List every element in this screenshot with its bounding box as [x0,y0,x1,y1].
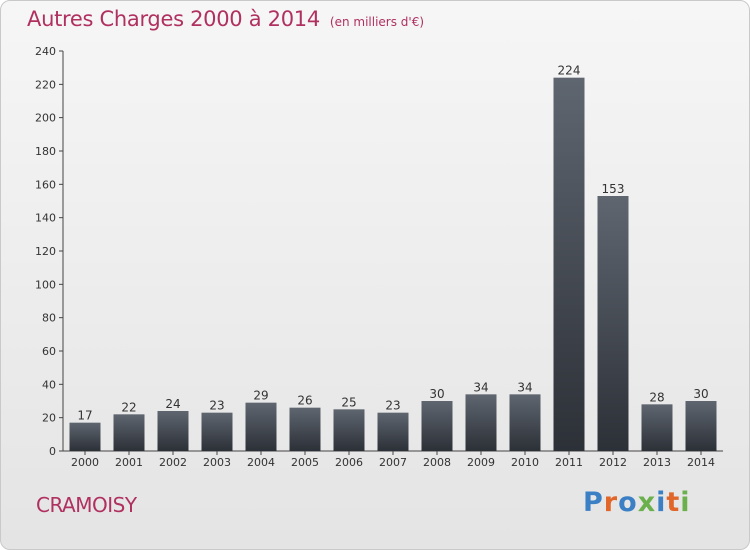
bar-value-label: 22 [121,400,136,414]
bar-value-label: 30 [693,387,708,401]
bar-value-label: 224 [558,64,581,78]
bar [597,196,629,451]
x-tick-label: 2003 [203,456,231,469]
x-tick-label: 2001 [115,456,143,469]
bar-value-label: 23 [385,399,400,413]
bar-value-label: 34 [517,380,532,394]
bar [201,412,233,451]
y-tick-label: 60 [42,345,56,358]
title-row: Autres Charges 2000 à 2014 (en milliers d… [27,7,424,31]
bar [641,404,673,451]
x-tick-label: 2010 [511,456,539,469]
brand-letter: o [618,487,638,518]
y-tick-label: 20 [42,412,56,425]
bar [69,422,101,451]
bar-value-label: 28 [649,390,664,404]
y-tick-label: 180 [35,145,56,158]
y-tick-label: 80 [42,312,56,325]
bar-value-label: 17 [77,409,92,423]
brand-logo: Proxiti [583,487,691,518]
bar [685,401,717,451]
bar [113,414,145,451]
town-name: CRAMOISY [36,493,137,517]
y-tick-label: 200 [35,112,56,125]
chart-subtitle: (en milliers d'€) [329,15,425,29]
bar-value-label: 24 [165,397,180,411]
x-tick-label: 2006 [335,456,363,469]
bar [553,77,585,452]
brand-letter: i [656,487,667,518]
bar-value-label: 23 [209,399,224,413]
bar [421,401,453,451]
y-tick-label: 240 [35,45,56,58]
y-tick-label: 0 [49,445,56,458]
bar [333,409,365,451]
bar-value-label: 29 [253,389,268,403]
chart-title: Autres Charges 2000 à 2014 [27,7,320,31]
x-tick-label: 2000 [71,456,99,469]
bar-value-label: 153 [602,182,625,196]
x-tick-label: 2007 [379,456,407,469]
bar [509,394,541,451]
bars [69,77,717,452]
bar [245,402,277,451]
x-tick-label: 2011 [555,456,583,469]
y-tick-label: 120 [35,245,56,258]
x-tick-label: 2009 [467,456,495,469]
x-tick-label: 2014 [687,456,715,469]
x-tick-label: 2005 [291,456,319,469]
bar-value-label: 34 [473,380,488,394]
y-tick-label: 40 [42,378,56,391]
y-tick-label: 100 [35,278,56,291]
brand-letter: P [583,487,604,518]
y-tick-label: 160 [35,178,56,191]
brand-letter: i [680,487,691,518]
x-tick-label: 2012 [599,456,627,469]
bar [289,407,321,451]
brand-letter: r [603,487,619,518]
bar-value-label: 25 [341,395,356,409]
brand-letter: x [637,487,657,518]
x-tick-label: 2004 [247,456,275,469]
labels: 17 22 24 23 29 26 25 23 30 34 34 224 153 28 30 [77,64,708,423]
x-tick-label: 2002 [159,456,187,469]
bar-value-label: 26 [297,394,312,408]
bar-value-label: 30 [429,387,444,401]
x-tick-label: 2013 [643,456,671,469]
bar [465,394,497,451]
bar [157,411,189,451]
brand-letter: t [666,487,681,518]
bar [377,412,409,451]
y-tick-label: 140 [35,212,56,225]
x-tick-label: 2008 [423,456,451,469]
y-tick-label: 220 [35,78,56,91]
axes: 0 20 40 60 80 100 120 140 160 180 200 220 240 2000 200… [35,45,723,469]
